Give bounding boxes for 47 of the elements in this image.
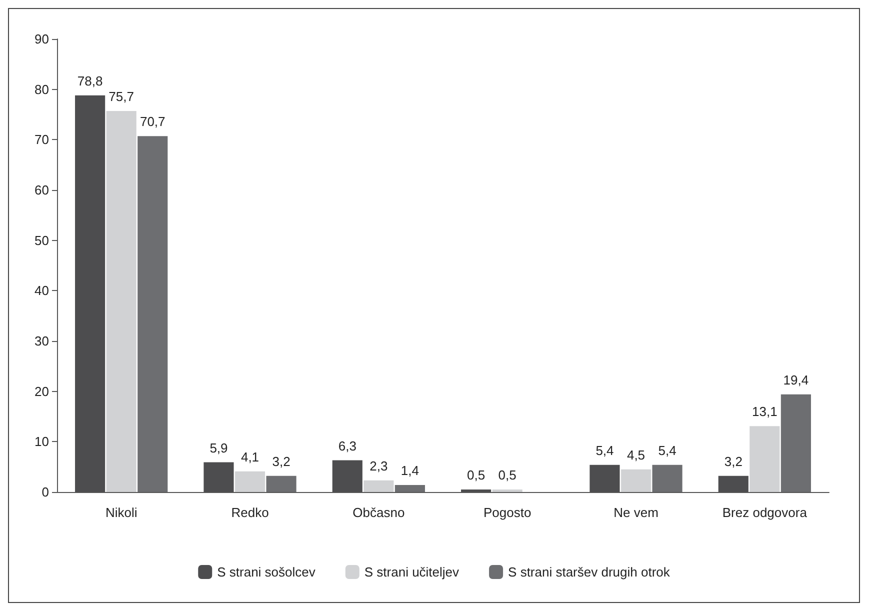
data-label: 4,5 [626, 447, 646, 462]
data-label: 5,4 [596, 442, 614, 458]
data-label: 0,5 [467, 467, 486, 482]
data-label: 13,1 [752, 404, 778, 420]
x-tick-label: Redko [231, 505, 269, 520]
bar [492, 489, 522, 492]
data-label: 75,7 [108, 88, 134, 104]
y-tick-label: 80 [34, 82, 49, 97]
x-tick-label: Nikoli [105, 505, 138, 520]
legend-label: S strani staršev drugih otrok [508, 564, 670, 580]
bar [106, 110, 136, 492]
data-label: 5,9 [210, 440, 228, 456]
y-tick-label: 0 [42, 484, 49, 500]
y-tick-label: 70 [34, 132, 49, 148]
bar [394, 484, 425, 492]
data-label: 3,2 [724, 454, 742, 469]
y-tick-label: 10 [34, 434, 49, 450]
y-tick-label: 90 [34, 32, 49, 46]
y-tick-label: 40 [34, 283, 49, 298]
y-tick-label: 20 [34, 384, 49, 399]
bar [138, 136, 168, 492]
x-tick-label: Občasno [352, 505, 405, 520]
data-label: 4,1 [240, 449, 260, 464]
x-tick-label: Brez odgovora [722, 505, 808, 520]
data-label: 78,8 [77, 73, 103, 88]
data-label: 0,5 [498, 467, 516, 482]
bar [750, 426, 780, 492]
data-label: 2,3 [370, 458, 388, 474]
data-label: 1,4 [400, 462, 419, 478]
y-tick-label: 50 [34, 232, 49, 248]
y-tick-label: 60 [34, 182, 49, 198]
data-label: 6,3 [338, 438, 356, 454]
data-label: 5,4 [658, 442, 676, 458]
bar [780, 394, 811, 492]
bar [652, 464, 682, 492]
x-tick-label: Pogosto [483, 505, 532, 520]
data-label: 19,4 [783, 372, 809, 388]
x-tick-label: Ne vem [614, 505, 658, 520]
bar [620, 469, 652, 492]
data-label: 70,7 [140, 114, 166, 130]
legend-label: S strani učiteljev [364, 564, 460, 580]
y-tick-label: 30 [34, 334, 49, 348]
bar [234, 471, 266, 492]
data-label: 3,2 [272, 454, 290, 469]
bar [364, 480, 394, 492]
legend-label: S strani sošolcev [217, 564, 316, 580]
bar [266, 476, 296, 492]
